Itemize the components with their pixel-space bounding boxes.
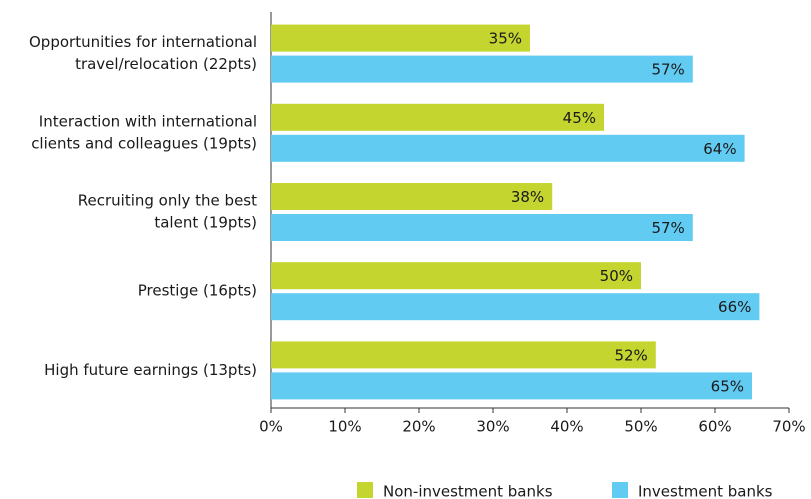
category-label: Opportunities for international xyxy=(29,33,257,51)
category-label: travel/relocation (22pts) xyxy=(75,55,257,73)
x-tick-label: 20% xyxy=(402,418,435,436)
value-label: 38% xyxy=(511,188,544,206)
category-label: Prestige (16pts) xyxy=(138,282,257,300)
category-label: talent (19pts) xyxy=(154,214,257,232)
x-tick-label: 50% xyxy=(624,418,657,436)
value-label: 52% xyxy=(614,346,647,364)
bar xyxy=(271,214,693,241)
x-tick-label: 10% xyxy=(328,418,361,436)
bar xyxy=(271,183,553,210)
legend-label: Investment banks xyxy=(638,483,773,499)
bar xyxy=(271,103,604,131)
value-label: 66% xyxy=(718,298,751,316)
bar xyxy=(271,372,752,400)
bar xyxy=(271,55,693,83)
legend-swatch xyxy=(357,482,373,498)
category-label: clients and colleagues (19pts) xyxy=(31,134,257,152)
bar xyxy=(271,134,745,162)
value-label: 57% xyxy=(651,61,684,79)
category-label: Recruiting only the best xyxy=(78,192,257,210)
bar xyxy=(271,24,530,52)
x-tick-label: 30% xyxy=(476,418,509,436)
value-label: 50% xyxy=(600,267,633,285)
value-label: 57% xyxy=(651,219,684,237)
bar xyxy=(271,262,641,290)
legend-swatch xyxy=(612,482,628,498)
value-label: 35% xyxy=(489,30,522,48)
x-tick-label: 0% xyxy=(259,418,283,436)
bar xyxy=(271,341,656,369)
category-label: High future earnings (13pts) xyxy=(44,361,257,379)
bar xyxy=(271,293,760,321)
value-label: 65% xyxy=(711,377,744,395)
legend-label: Non-investment banks xyxy=(383,483,553,499)
value-label: 45% xyxy=(563,109,596,127)
x-tick-label: 70% xyxy=(772,418,805,436)
x-tick-label: 60% xyxy=(698,418,731,436)
category-label: Interaction with international xyxy=(39,112,257,130)
value-label: 64% xyxy=(703,140,736,158)
x-tick-label: 40% xyxy=(550,418,583,436)
